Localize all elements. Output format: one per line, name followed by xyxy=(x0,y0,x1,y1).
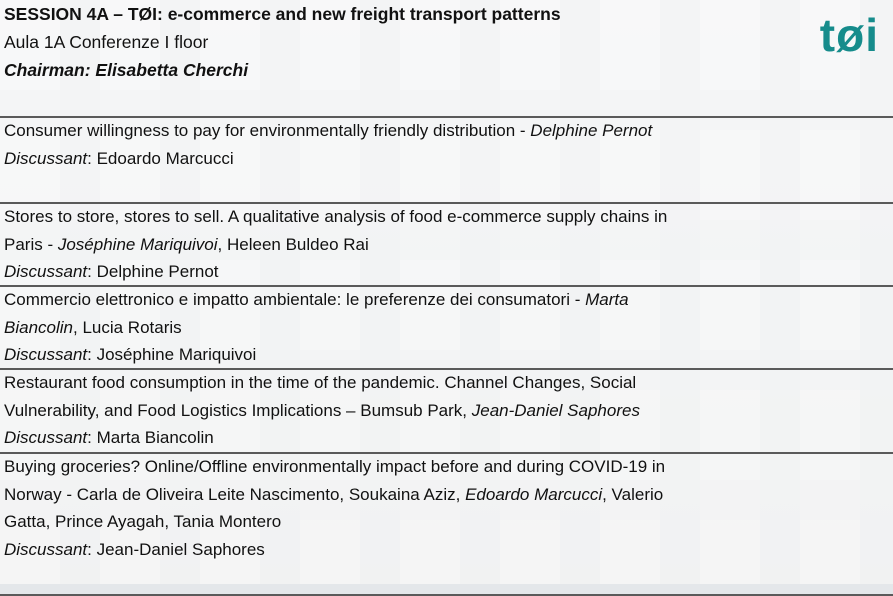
text-segment: Vulnerability, and Food Logistics Implic… xyxy=(4,401,472,420)
row-line: Consumer willingness to pay for environm… xyxy=(4,121,652,141)
row-line: Vulnerability, and Food Logistics Implic… xyxy=(4,401,640,421)
session-row: Commercio elettronico e impatto ambienta… xyxy=(0,287,893,370)
text-segment: Consumer willingness to pay for environm… xyxy=(4,121,530,140)
session-row: Consumer willingness to pay for environm… xyxy=(0,118,893,204)
session-row: Stores to store, stores to sell. A quali… xyxy=(0,204,893,287)
text-segment: Norway - Carla de Oliveira Leite Nascime… xyxy=(4,485,465,504)
text-segment: : Joséphine Mariquivoi xyxy=(87,345,256,364)
text-segment: Paris - xyxy=(4,235,58,254)
row-line: Gatta, Prince Ayagah, Tania Montero xyxy=(4,512,281,532)
row-line: Commercio elettronico e impatto ambienta… xyxy=(4,290,629,310)
text-segment: Gatta, Prince Ayagah, Tania Montero xyxy=(4,512,281,531)
text-segment: : Edoardo Marcucci xyxy=(87,149,233,168)
row-line: Discussant: Jean-Daniel Saphores xyxy=(4,540,265,560)
logo: tøi xyxy=(820,8,879,62)
row-line: Norway - Carla de Oliveira Leite Nascime… xyxy=(4,485,663,505)
text-segment: Joséphine Mariquivoi xyxy=(58,235,218,254)
row-line: Discussant: Marta Biancolin xyxy=(4,428,214,448)
session-header: SESSION 4A – TØI: e-commerce and new fre… xyxy=(0,0,893,118)
row-line: Stores to store, stores to sell. A quali… xyxy=(4,207,667,227)
session-row: Restaurant food consumption in the time … xyxy=(0,370,893,454)
text-segment: , Valerio xyxy=(602,485,663,504)
row-line: Discussant: Joséphine Mariquivoi xyxy=(4,345,256,365)
row-line: Biancolin, Lucia Rotaris xyxy=(4,318,182,338)
row-line: Paris - Joséphine Mariquivoi, Heleen Bul… xyxy=(4,235,369,255)
row-line: Discussant: Edoardo Marcucci xyxy=(4,149,234,169)
text-segment: Delphine Pernot xyxy=(530,121,652,140)
text-segment: Edoardo Marcucci xyxy=(465,485,602,504)
text-segment: : Jean-Daniel Saphores xyxy=(87,540,265,559)
room: Aula 1A Conferenze I floor xyxy=(4,32,208,53)
text-segment: Buying groceries? Online/Offline environ… xyxy=(4,457,665,476)
text-segment: Discussant xyxy=(4,428,87,447)
text-segment: , Lucia Rotaris xyxy=(73,318,182,337)
text-segment: Discussant xyxy=(4,345,87,364)
text-segment: Biancolin xyxy=(4,318,73,337)
text-segment: Stores to store, stores to sell. A quali… xyxy=(4,207,667,226)
page: {"header": {"title": "SESSION 4A – TØI: … xyxy=(0,0,893,584)
text-segment: Commercio elettronico e impatto ambienta… xyxy=(4,290,585,309)
text-segment: , Heleen Buldeo Rai xyxy=(218,235,369,254)
session-table: SESSION 4A – TØI: e-commerce and new fre… xyxy=(0,0,893,584)
chairman: Chairman: Elisabetta Cherchi xyxy=(4,60,248,81)
session-row: Buying groceries? Online/Offline environ… xyxy=(0,454,893,596)
text-segment: : Delphine Pernot xyxy=(87,262,218,281)
text-segment: : Marta Biancolin xyxy=(87,428,214,447)
text-segment: Discussant xyxy=(4,149,87,168)
text-segment: Restaurant food consumption in the time … xyxy=(4,373,636,392)
text-segment: Jean-Daniel Saphores xyxy=(472,401,640,420)
row-line: Buying groceries? Online/Offline environ… xyxy=(4,457,665,477)
text-segment: Discussant xyxy=(4,262,87,281)
text-segment: Discussant xyxy=(4,540,87,559)
row-line: Restaurant food consumption in the time … xyxy=(4,373,636,393)
session-title: SESSION 4A – TØI: e-commerce and new fre… xyxy=(4,4,561,25)
text-segment: Marta xyxy=(585,290,628,309)
row-line: Discussant: Delphine Pernot xyxy=(4,262,219,282)
